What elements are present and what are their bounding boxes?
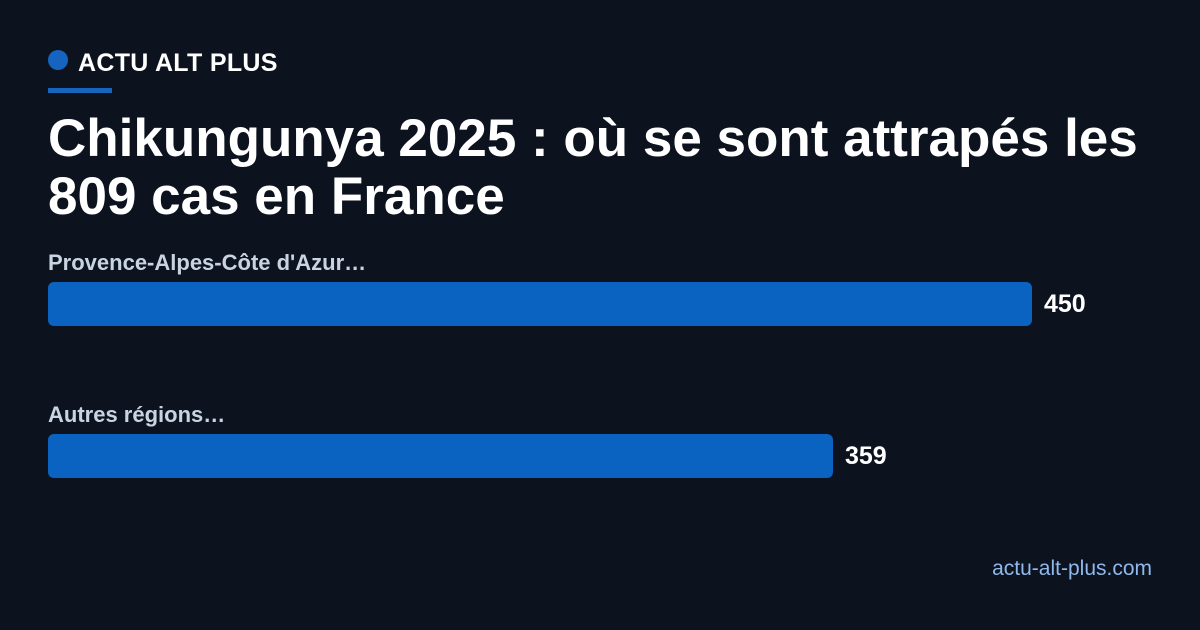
- brand-rule: [48, 88, 112, 93]
- value-label: 359: [845, 442, 887, 470]
- chart-title: Chikungunya 2025 : où se sont attrapés l…: [48, 109, 1138, 226]
- footer: actu-alt-plus.com: [992, 557, 1152, 580]
- brand: ACTU ALT PLUS: [78, 49, 278, 77]
- category-label: Provence-Alpes-Côte d'Azur…: [48, 250, 367, 275]
- value-label: 450: [1044, 290, 1086, 318]
- bar: [48, 282, 1032, 326]
- category-label: Autres régions…: [48, 402, 226, 427]
- bar: [48, 434, 833, 478]
- brand-dot: [48, 50, 68, 70]
